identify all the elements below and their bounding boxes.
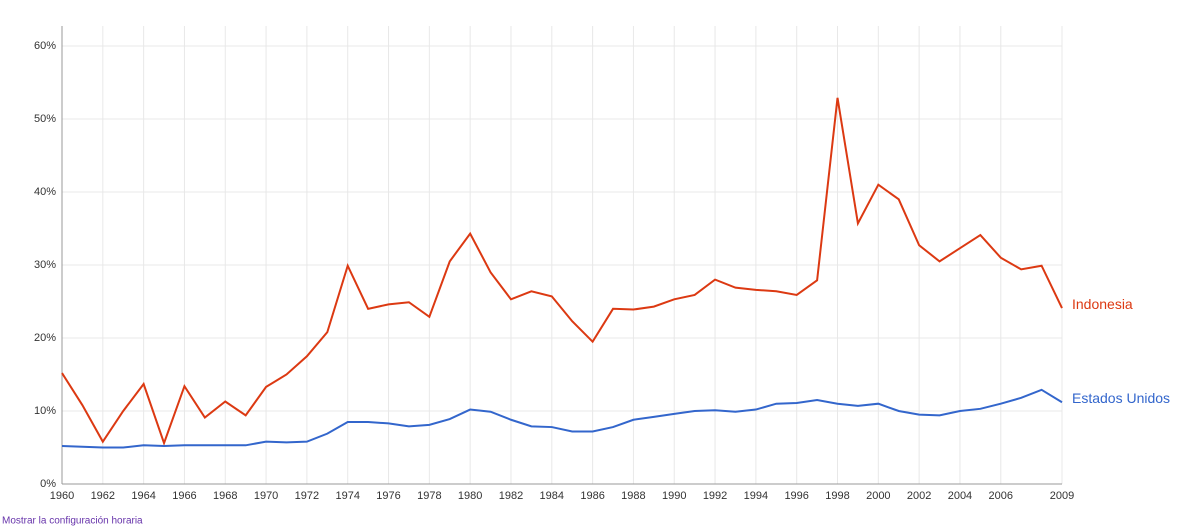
y-tick-label: 50% (34, 113, 56, 125)
x-tick-label: 2004 (948, 490, 972, 502)
x-tick-label: 1998 (825, 490, 849, 502)
x-tick-label: 1968 (213, 490, 237, 502)
y-tick-label: 0% (40, 478, 56, 490)
x-tick-label: 1974 (335, 490, 359, 502)
x-tick-label: 2002 (907, 490, 931, 502)
x-tick-label: 2009 (1050, 490, 1074, 502)
x-tick-label: 2000 (866, 490, 890, 502)
series-line (61, 388, 1063, 449)
x-tick-label: 1988 (621, 490, 645, 502)
x-tick-label: 1972 (295, 490, 319, 502)
y-tick-label: 40% (34, 186, 56, 198)
y-tick-label: 60% (34, 40, 56, 52)
x-tick-label: 1992 (703, 490, 727, 502)
x-tick-label: 1990 (662, 490, 686, 502)
x-tick-label: 1966 (172, 490, 196, 502)
y-tick-label: 20% (34, 332, 56, 344)
series-label: Indonesia (1072, 296, 1133, 312)
x-tick-label: 1986 (580, 490, 604, 502)
y-tick-label: 10% (34, 405, 56, 417)
x-tick-label: 1970 (254, 490, 278, 502)
x-tick-label: 1980 (458, 490, 482, 502)
x-tick-label: 1984 (540, 490, 564, 502)
x-tick-label: 1996 (784, 490, 808, 502)
x-tick-label: 1978 (417, 490, 441, 502)
footer-link[interactable]: Mostrar la configuración horaria (2, 516, 143, 527)
y-tick-label: 30% (34, 259, 56, 271)
x-tick-label: 1976 (376, 490, 400, 502)
x-tick-label: 1982 (499, 490, 523, 502)
series-label: Estados Unidos (1072, 390, 1170, 406)
x-tick-label: 2006 (989, 490, 1013, 502)
x-tick-label: 1962 (91, 490, 115, 502)
x-tick-label: 1960 (50, 490, 74, 502)
x-tick-label: 1964 (131, 490, 155, 502)
series-line (61, 97, 1063, 447)
x-tick-label: 1994 (744, 490, 768, 502)
